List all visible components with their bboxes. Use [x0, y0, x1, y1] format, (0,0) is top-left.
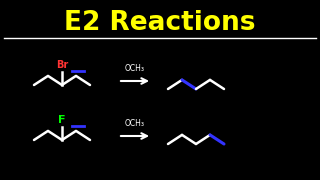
Text: F: F: [58, 115, 66, 125]
Text: E2 Reactions: E2 Reactions: [64, 10, 256, 36]
Text: Br: Br: [56, 60, 68, 70]
Text: OCH₃: OCH₃: [125, 119, 145, 128]
Text: OCH₃: OCH₃: [125, 64, 145, 73]
